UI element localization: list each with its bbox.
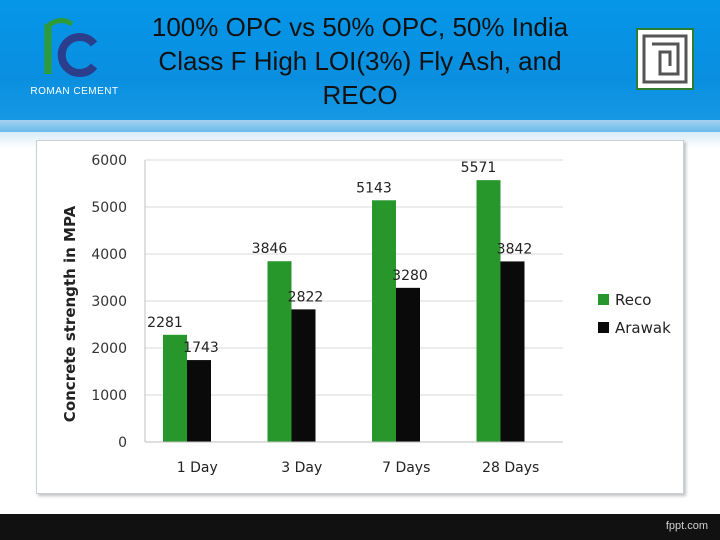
data-label: 2281 [147,315,183,331]
slide-header [0,0,720,132]
legend-swatch-reco [598,294,609,305]
bar-arawak-2 [396,287,420,442]
legend-label: Reco [615,291,651,309]
chart-frame: 2281 1743 3846 2822 5143 3280 5571 3842 Concret… [36,140,684,494]
legend: Reco Arawak [598,291,671,337]
x-tick-label: 7 Days [382,460,430,476]
legend-label: Arawak [615,319,671,337]
data-label: 5571 [461,160,497,176]
bar-reco-0 [163,334,187,442]
maze-logo-icon [642,34,688,84]
roman-cement-logo-icon [44,18,98,77]
axis-layer: Concrete strength in MPA 0 1000 2000 3000 40… [61,153,563,476]
data-label: 5143 [356,180,392,196]
y-tick-label: 3000 [91,294,127,310]
slide-footer: fppt.com [0,514,720,540]
data-label: 2822 [288,289,324,305]
x-tick-label: 28 Days [482,460,539,476]
roman-cement-logo: ROMAN CEMENT [12,14,137,106]
data-label: 1743 [183,340,219,356]
x-tick-label: 1 Day [177,460,218,476]
y-axis-title: Concrete strength in MPA [61,205,79,422]
bar-arawak-0 [187,360,211,442]
y-tick-label: 6000 [91,153,127,169]
x-tick-label: 3 Day [281,460,322,476]
bar-reco-3 [476,180,501,442]
bar-reco-1 [267,261,292,442]
bar-arawak-1 [291,309,316,442]
y-tick-label: 1000 [91,388,127,404]
y-tick-label: 4000 [91,247,127,263]
maze-logo [636,28,694,90]
legend-swatch-arawak [598,322,609,333]
data-label: 3846 [252,241,288,257]
bar-arawak-3 [500,261,525,442]
slide-title: 100% OPC vs 50% OPC, 50% India Class F H… [151,12,569,110]
logo-company-name: ROMAN CEMENT [30,86,119,97]
data-label: 3280 [392,268,428,284]
footer-brand-text: fppt.com [665,520,708,532]
y-tick-label: 5000 [91,200,127,216]
data-label: 3842 [497,241,533,257]
y-tick-label: 2000 [91,341,127,357]
y-tick-label: 0 [118,435,127,451]
bar-layer [163,180,525,442]
bar-reco-2 [372,200,396,442]
